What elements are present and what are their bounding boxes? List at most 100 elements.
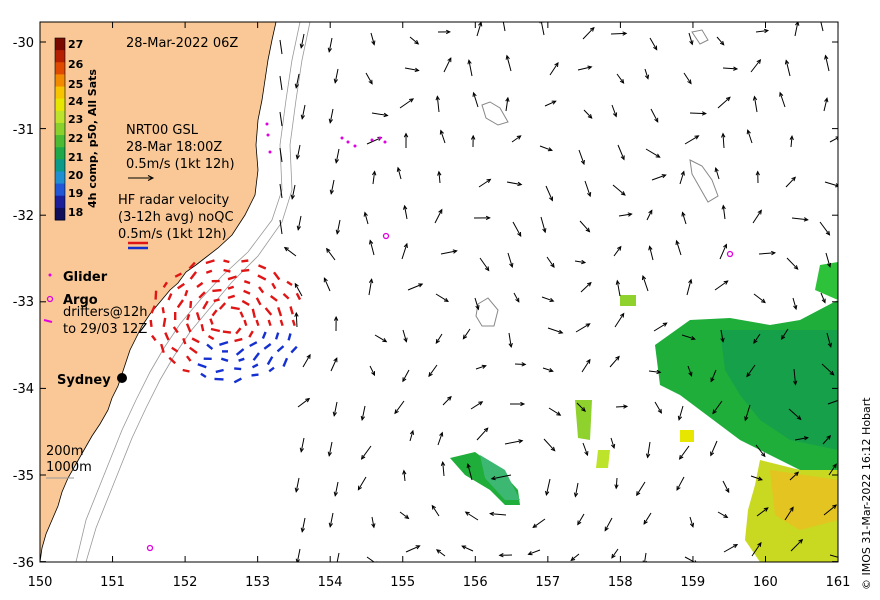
- hf-vector: [220, 357, 229, 362]
- hf-vector: [276, 345, 285, 353]
- colorbar-tick: 20: [68, 169, 84, 182]
- current-vector: [545, 185, 553, 202]
- current-vector: [544, 100, 557, 107]
- hf-vector: [251, 308, 256, 318]
- current-vector: [686, 278, 693, 296]
- current-vector: [820, 22, 824, 32]
- current-vector: [407, 283, 424, 291]
- current-vector: [573, 482, 579, 498]
- current-vector: [687, 365, 693, 377]
- hf-vector: [251, 373, 259, 377]
- current-vector: [279, 183, 283, 199]
- y-tick-label: -34: [13, 382, 34, 397]
- current-vector: [399, 511, 410, 520]
- current-vector: [644, 68, 650, 80]
- current-vector: [336, 552, 340, 562]
- current-vector: [539, 22, 545, 36]
- current-vector: [819, 221, 831, 236]
- current-vector: [785, 176, 796, 188]
- current-vector: [365, 72, 373, 85]
- current-vector: [326, 247, 336, 261]
- current-vector: [402, 369, 410, 383]
- colorbar-segment: [55, 62, 65, 75]
- hf-vector: [182, 368, 190, 373]
- axis-ticks: [39, 22, 839, 563]
- hf-vector: [167, 293, 173, 301]
- current-vector: [641, 275, 649, 292]
- current-vector: [616, 73, 625, 84]
- current-vector: [827, 398, 838, 405]
- colorbar-segment: [55, 110, 65, 124]
- current-vector: [676, 476, 685, 491]
- current-vector: [790, 538, 804, 552]
- current-vector: [648, 369, 662, 375]
- current-vector: [409, 429, 415, 442]
- current-vector: [793, 368, 798, 386]
- hf-vector: [267, 319, 272, 327]
- hf-vector: [290, 345, 298, 354]
- current-vector: [714, 166, 720, 180]
- hf-vector: [177, 282, 185, 290]
- current-vector: [650, 108, 659, 123]
- current-vector: [498, 553, 513, 558]
- drifter-legend-text-2: to 29/03 12Z: [63, 322, 147, 337]
- current-vector: [717, 511, 729, 518]
- current-vector: [294, 73, 300, 89]
- hf-vector: [235, 327, 242, 335]
- hf-vector: [282, 293, 290, 300]
- colorbar-tick: 22: [68, 132, 83, 145]
- colorbar-segment: [55, 207, 65, 221]
- hf-vector: [257, 274, 267, 281]
- argo-legend-text: Argo: [63, 293, 98, 308]
- current-vector: [472, 91, 479, 108]
- colorbar-segment: [55, 86, 65, 100]
- current-vector: [721, 204, 726, 220]
- current-vector: [371, 170, 377, 185]
- glider-current-vectors: [279, 22, 838, 562]
- colorbar-segment: [55, 183, 65, 197]
- drifter-markers: [265, 122, 387, 154]
- colorbar-segment: [55, 98, 65, 112]
- current-vector: [788, 408, 802, 421]
- hf-vector: [162, 281, 169, 288]
- map-title: 28-Mar-2022 06Z: [126, 36, 238, 51]
- colorbar-tick: 24: [68, 95, 84, 108]
- hf-avg-text: (3-12h avg) noQC: [118, 210, 234, 225]
- current-vector: [577, 513, 585, 526]
- hf-vector: [268, 366, 275, 373]
- current-vector: [283, 246, 297, 257]
- colorbar-tick: 18: [68, 206, 83, 219]
- current-vector: [437, 29, 451, 35]
- current-vector: [513, 292, 520, 303]
- current-vector: [794, 22, 800, 37]
- current-vector: [473, 215, 491, 221]
- hf-vector: [200, 323, 205, 332]
- current-vector: [300, 104, 306, 120]
- x-tick-label: 155: [390, 575, 415, 590]
- y-tick-label: -30: [13, 36, 34, 51]
- current-vector: [689, 516, 695, 528]
- current-vector: [794, 436, 809, 441]
- hf-vector: [241, 299, 250, 306]
- current-vector: [435, 333, 443, 344]
- current-vector: [649, 37, 658, 51]
- current-vector: [714, 280, 729, 291]
- current-vector: [581, 358, 591, 373]
- current-vector: [780, 328, 789, 340]
- hf-vector: [162, 317, 167, 327]
- current-vector: [474, 297, 480, 311]
- hf-vector: [171, 346, 179, 353]
- hf-vector: [238, 357, 245, 362]
- glider-scale-text: 0.5m/s (1kt 12h): [126, 157, 235, 172]
- hf-vector: [154, 290, 158, 300]
- current-vector: [582, 442, 589, 457]
- current-vector: [540, 216, 547, 234]
- hf-vector: [223, 259, 230, 264]
- current-vector: [823, 97, 829, 112]
- current-vector: [279, 147, 283, 163]
- hf-vector: [261, 331, 267, 339]
- current-vector: [279, 75, 283, 91]
- current-vector: [618, 212, 633, 217]
- hf-vector: [282, 357, 289, 367]
- current-vector: [368, 278, 374, 296]
